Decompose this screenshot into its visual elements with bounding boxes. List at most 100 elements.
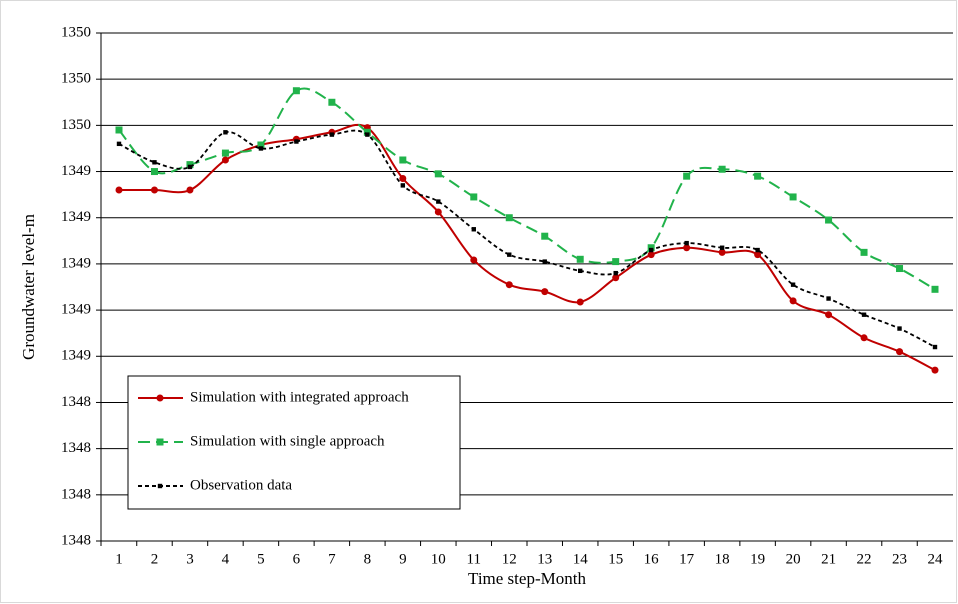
point [115,126,123,134]
x-tick-label: 21 [821,551,836,567]
point [825,311,833,319]
x-tick-label: 6 [293,551,301,567]
point [223,130,228,135]
point [825,216,833,224]
y-tick-label: 1349 [61,255,91,271]
y-tick-label: 1350 [61,71,91,87]
x-tick-label: 19 [750,551,765,567]
point [434,170,442,178]
y-tick-label: 1350 [61,117,91,133]
point [470,256,478,264]
point [647,244,655,252]
point [754,172,762,180]
point [294,139,299,144]
point [684,240,689,246]
point [257,141,265,149]
x-tick-label: 7 [328,551,336,567]
point [861,312,867,317]
point [399,174,407,182]
point [186,186,194,194]
point [790,282,796,287]
series-line [118,129,936,348]
point [116,141,122,147]
point [221,149,229,157]
legend-label: Observation data [190,477,292,493]
legend-label: Simulation with integrated approach [190,389,409,405]
x-tick-label: 2 [151,551,159,567]
y-tick-label: 1350 [61,24,91,40]
point [187,164,193,170]
y-tick-label: 1349 [61,348,91,364]
point [932,344,938,350]
x-tick-label: 1 [115,551,123,567]
point [365,132,370,137]
x-tick-label: 3 [186,551,194,567]
point [826,296,831,301]
point [612,258,620,266]
point [542,259,547,264]
point [541,232,549,240]
point [683,244,691,252]
point [186,161,194,169]
point [150,168,158,176]
point [150,186,158,194]
point [931,366,939,374]
point [612,274,620,282]
point [576,255,584,263]
x-tick-label: 5 [257,551,265,567]
y-tick-label: 1349 [61,302,91,318]
point [789,193,797,201]
point [897,326,902,331]
point [152,160,157,165]
x-axis-title: Time step-Month [468,569,586,588]
x-tick-label: 22 [857,551,872,567]
point [328,98,336,106]
point [258,146,264,151]
point [719,245,725,250]
point [400,183,406,188]
point [156,438,164,446]
point [329,132,335,137]
legend-box [127,375,461,510]
point [541,288,549,296]
point [576,298,584,306]
point [931,285,939,293]
point [470,193,478,201]
x-tick-label: 17 [679,551,695,567]
x-tick-label: 11 [467,551,481,567]
point [156,394,164,402]
point [221,156,229,164]
x-tick-label: 23 [892,551,907,567]
x-tick-label: 8 [364,551,372,567]
point [471,227,476,232]
point [896,265,904,273]
x-tick-label: 9 [399,551,407,567]
point [434,208,442,216]
point [115,186,123,194]
point [718,165,726,173]
point [789,297,797,305]
point [683,172,691,180]
x-tick-label: 13 [537,551,552,567]
point [578,268,583,274]
y-tick-label: 1349 [61,163,91,179]
y-axis-title: Groundwater level-m [19,214,38,360]
point [648,247,654,253]
x-tick-label: 16 [644,551,660,567]
point [647,251,655,259]
x-tick-label: 20 [786,551,801,567]
x-tick-label: 10 [431,551,446,567]
x-tick-label: 24 [928,551,944,567]
point [860,248,868,256]
point [292,87,300,95]
y-tick-label: 1348 [61,486,91,502]
point [755,247,760,253]
point [157,483,163,489]
point [860,334,868,342]
point [507,252,512,257]
y-tick-label: 1348 [61,532,91,548]
point [718,248,726,256]
point [613,270,618,276]
y-tick-label: 1348 [61,394,91,410]
